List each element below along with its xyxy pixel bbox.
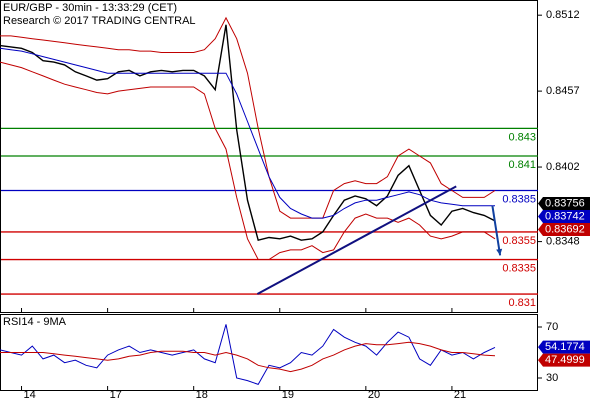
forecast-arrow <box>491 205 502 256</box>
level-label: 0.8355 <box>502 235 536 247</box>
y-tick-label: 70 <box>546 321 558 333</box>
level-label: 0.831 <box>508 297 536 309</box>
price-tag-label: 0.83756 <box>545 197 585 209</box>
series-line <box>0 61 496 260</box>
x-tick-label: 17 <box>110 389 122 400</box>
level-label: 0.843 <box>508 131 536 143</box>
y-tick-label: 0.8457 <box>546 85 580 97</box>
price-tag <box>538 340 590 354</box>
chart-title: EUR/GBP - 30min - 13:33:29 (CET) <box>3 2 177 14</box>
price-tag <box>538 196 590 210</box>
series-line <box>0 324 496 386</box>
level-label: 0.8385 <box>502 193 536 205</box>
price-tag-label: 47.4999 <box>545 354 585 366</box>
series-line <box>0 341 496 373</box>
series-line <box>0 47 495 219</box>
price-tag <box>538 209 590 223</box>
x-tick-label: 19 <box>282 389 294 400</box>
x-tick-label: 18 <box>196 389 208 400</box>
rsi-title: RSI14 - 9MA <box>3 316 67 328</box>
arrow-head <box>496 248 503 256</box>
series-line <box>0 24 496 242</box>
trend-line <box>256 185 457 295</box>
chart-subtitle: Research © 2017 TRADING CENTRAL <box>3 15 196 27</box>
price-tag-label: 0.83692 <box>545 223 585 235</box>
level-label: 0.8335 <box>502 262 536 274</box>
price-tag-label: 54.1774 <box>545 341 585 353</box>
x-tick-label: 14 <box>24 389 36 400</box>
y-tick-label: 0.8512 <box>546 9 580 21</box>
y-tick-label: 0.8402 <box>546 161 580 173</box>
price-tag-label: 0.83742 <box>545 210 585 222</box>
level-label: 0.841 <box>508 159 536 171</box>
y-tick-label: 30 <box>546 372 558 384</box>
x-tick-label: 21 <box>454 389 466 400</box>
price-tag <box>538 222 590 236</box>
y-tick-label: 0.8348 <box>546 235 580 247</box>
x-tick-label: 20 <box>368 389 380 400</box>
price-tag <box>538 353 590 367</box>
series-line <box>0 16 496 219</box>
